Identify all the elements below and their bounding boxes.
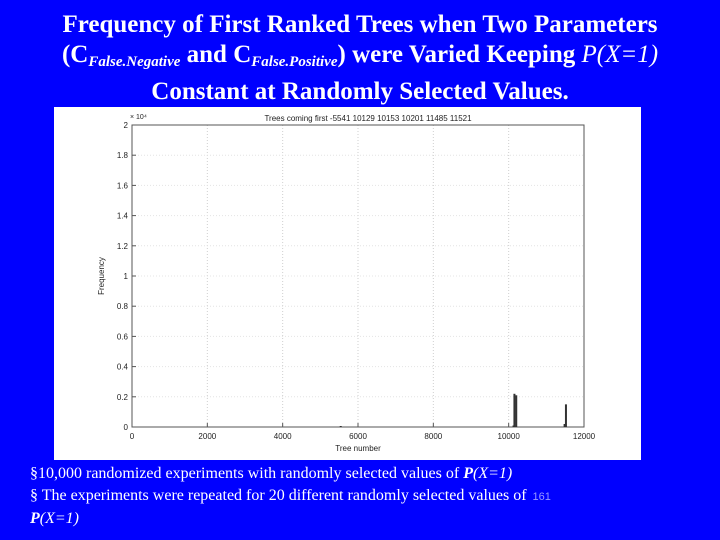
bar — [513, 393, 516, 427]
bullet-1: §10,000 randomized experiments with rand… — [30, 463, 710, 485]
x-tick-label: 10000 — [498, 432, 521, 441]
bullet-2: § The experiments were repeated for 20 d… — [30, 485, 710, 508]
x-tick-label: 0 — [130, 432, 135, 441]
bullet-2-cont: P(X=1) — [30, 508, 710, 530]
chart-title: Trees coming first -5541 10129 10153 102… — [264, 114, 472, 123]
x-tick-label: 8000 — [424, 432, 442, 441]
y-tick-label: 1 — [124, 272, 129, 281]
y-tick-label: 1.6 — [117, 181, 129, 190]
bullet-1-x: (X=1) — [473, 465, 513, 482]
y-tick-label: 0.2 — [117, 393, 129, 402]
bar — [339, 426, 342, 427]
slide-title: Frequency of First Ranked Trees when Two… — [0, 10, 720, 107]
y-axis-label: Frequency — [97, 257, 106, 295]
y-tick-label: 0 — [124, 423, 129, 432]
title-line-2: (CFalse.Negative and CFalse.Positive) we… — [0, 40, 720, 77]
x-tick-label: 12000 — [573, 432, 596, 441]
bullet-1-p: P — [463, 465, 473, 482]
title-part-close: ) were Varied Keeping — [337, 41, 582, 68]
x-tick-label: 4000 — [274, 432, 292, 441]
y-tick-label: 0.6 — [117, 332, 129, 341]
x-axis-label: Tree number — [335, 444, 381, 453]
title-sub-false-negative: False.Negative — [88, 54, 181, 70]
bullet-2-text: § The experiments were repeated for 20 d… — [30, 487, 527, 504]
bar — [564, 404, 567, 427]
x-tick-label: 6000 — [349, 432, 367, 441]
bullet-2-p: P — [30, 510, 40, 527]
frequency-chart: 0 2000 4000 6000 8000 10000 12000 0 0.2 0.4 0.6 0.8… — [97, 114, 596, 453]
bar — [563, 423, 566, 427]
title-part-probability: P(X=1) — [581, 41, 659, 68]
y-scale-label: × 10⁴ — [130, 114, 147, 121]
bullet-list: §10,000 randomized experiments with rand… — [30, 463, 710, 530]
title-line-1: Frequency of First Ranked Trees when Two… — [62, 11, 658, 38]
title-part-open: (C — [61, 41, 89, 68]
title-part-and: and C — [180, 41, 252, 68]
slide-number: 161 — [532, 491, 551, 503]
y-tick-label: 0.8 — [117, 302, 129, 311]
y-tick-label: 1.4 — [117, 212, 129, 221]
y-tick-label: 2 — [124, 121, 129, 130]
y-tick-label: 1.8 — [117, 151, 129, 160]
y-tick-label: 0.4 — [117, 363, 129, 372]
bullet-1-text: §10,000 randomized experiments with rand… — [30, 465, 464, 482]
title-line-3: Constant at Randomly Selected Values. — [151, 78, 569, 105]
bullet-2-x: (X=1) — [39, 510, 80, 527]
bar — [515, 395, 518, 427]
chart-panel: 0 2000 4000 6000 8000 10000 12000 0 0.2 0.4 0.6 0.8… — [54, 107, 641, 460]
x-tick-label: 2000 — [198, 432, 216, 441]
title-sub-false-positive: False.Positive — [251, 54, 338, 70]
y-tick-label: 1.2 — [117, 242, 129, 251]
